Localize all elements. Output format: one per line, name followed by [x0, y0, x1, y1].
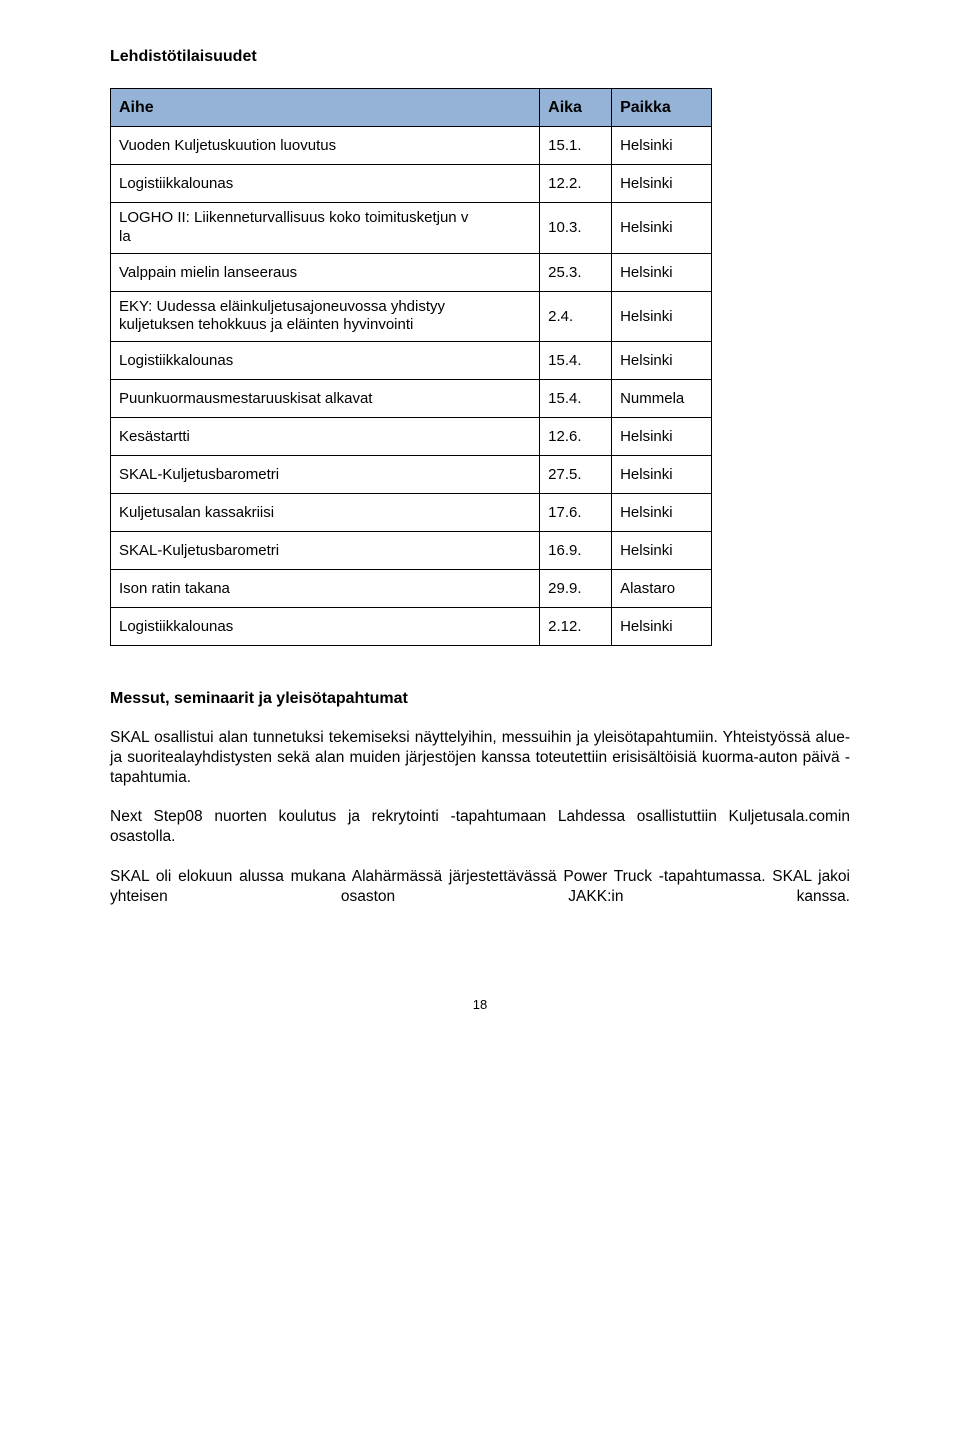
cell-place: Helsinki: [612, 532, 712, 570]
table-row: Kesästartti 12.6. Helsinki: [111, 418, 712, 456]
cell-place: Helsinki: [612, 203, 712, 254]
cell-topic: Valppain mielin lanseeraus: [111, 253, 540, 291]
cell-topic: SKAL-Kuljetusbarometri: [111, 456, 540, 494]
table-row: Logistiikkalounas 2.12. Helsinki: [111, 608, 712, 646]
cell-date: 10.3.: [540, 203, 612, 254]
cell-date: 29.9.: [540, 570, 612, 608]
cell-date: 12.6.: [540, 418, 612, 456]
table-row: Puunkuormausmestaruuskisat alkavat 15.4.…: [111, 380, 712, 418]
cell-topic: Ison ratin takana: [111, 570, 540, 608]
cell-date: 25.3.: [540, 253, 612, 291]
document-page: Lehdistötilaisuudet Aihe Aika Paikka Vuo…: [0, 0, 960, 1052]
body-paragraph: SKAL oli elokuun alussa mukana Alahärmäs…: [110, 867, 850, 907]
cell-topic: Logistiikkalounas: [111, 342, 540, 380]
table-row: EKY: Uudessa eläinkuljetusajoneuvossa yh…: [111, 291, 712, 342]
col-header-place: Paikka: [612, 89, 712, 127]
subsection-heading: Messut, seminaarit ja yleisötapahtumat: [110, 690, 850, 708]
cell-place: Alastaro: [612, 570, 712, 608]
body-paragraph: Next Step08 nuorten koulutus ja rekrytoi…: [110, 807, 850, 847]
cell-place: Helsinki: [612, 418, 712, 456]
table-row: LOGHO II: Liikenneturvallisuus koko toim…: [111, 203, 712, 254]
table-row: Logistiikkalounas 12.2. Helsinki: [111, 165, 712, 203]
table-row: Ison ratin takana 29.9. Alastaro: [111, 570, 712, 608]
cell-date: 15.4.: [540, 380, 612, 418]
cell-date: 12.2.: [540, 165, 612, 203]
body-paragraph: SKAL osallistui alan tunnetuksi tekemise…: [110, 728, 850, 787]
cell-topic: EKY: Uudessa eläinkuljetusajoneuvossa yh…: [111, 291, 540, 342]
cell-topic: Vuoden Kuljetuskuution luovutus: [111, 127, 540, 165]
cell-topic: Logistiikkalounas: [111, 608, 540, 646]
table-row: Vuoden Kuljetuskuution luovutus 15.1. He…: [111, 127, 712, 165]
cell-place: Helsinki: [612, 253, 712, 291]
cell-topic: Kuljetusalan kassakriisi: [111, 494, 540, 532]
cell-topic: SKAL-Kuljetusbarometri: [111, 532, 540, 570]
cell-topic: Logistiikkalounas: [111, 165, 540, 203]
press-events-table: Aihe Aika Paikka Vuoden Kuljetuskuution …: [110, 88, 712, 646]
cell-place: Helsinki: [612, 127, 712, 165]
table-row: Kuljetusalan kassakriisi 17.6. Helsinki: [111, 494, 712, 532]
cell-date: 2.4.: [540, 291, 612, 342]
cell-date: 17.6.: [540, 494, 612, 532]
cell-place: Helsinki: [612, 494, 712, 532]
cell-place: Helsinki: [612, 165, 712, 203]
cell-date: 16.9.: [540, 532, 612, 570]
cell-date: 15.4.: [540, 342, 612, 380]
cell-place: Helsinki: [612, 291, 712, 342]
table-row: SKAL-Kuljetusbarometri 16.9. Helsinki: [111, 532, 712, 570]
cell-place: Helsinki: [612, 342, 712, 380]
section-heading: Lehdistötilaisuudet: [110, 48, 850, 66]
cell-date: 15.1.: [540, 127, 612, 165]
cell-topic: Kesästartti: [111, 418, 540, 456]
page-number: 18: [110, 997, 850, 1012]
table-row: Valppain mielin lanseeraus 25.3. Helsink…: [111, 253, 712, 291]
table-header-row: Aihe Aika Paikka: [111, 89, 712, 127]
cell-topic: Puunkuormausmestaruuskisat alkavat: [111, 380, 540, 418]
cell-place: Helsinki: [612, 608, 712, 646]
col-header-date: Aika: [540, 89, 612, 127]
table-row: Logistiikkalounas 15.4. Helsinki: [111, 342, 712, 380]
cell-topic: LOGHO II: Liikenneturvallisuus koko toim…: [111, 203, 540, 254]
table-row: SKAL-Kuljetusbarometri 27.5. Helsinki: [111, 456, 712, 494]
cell-date: 2.12.: [540, 608, 612, 646]
cell-place: Helsinki: [612, 456, 712, 494]
col-header-topic: Aihe: [111, 89, 540, 127]
cell-date: 27.5.: [540, 456, 612, 494]
cell-place: Nummela: [612, 380, 712, 418]
